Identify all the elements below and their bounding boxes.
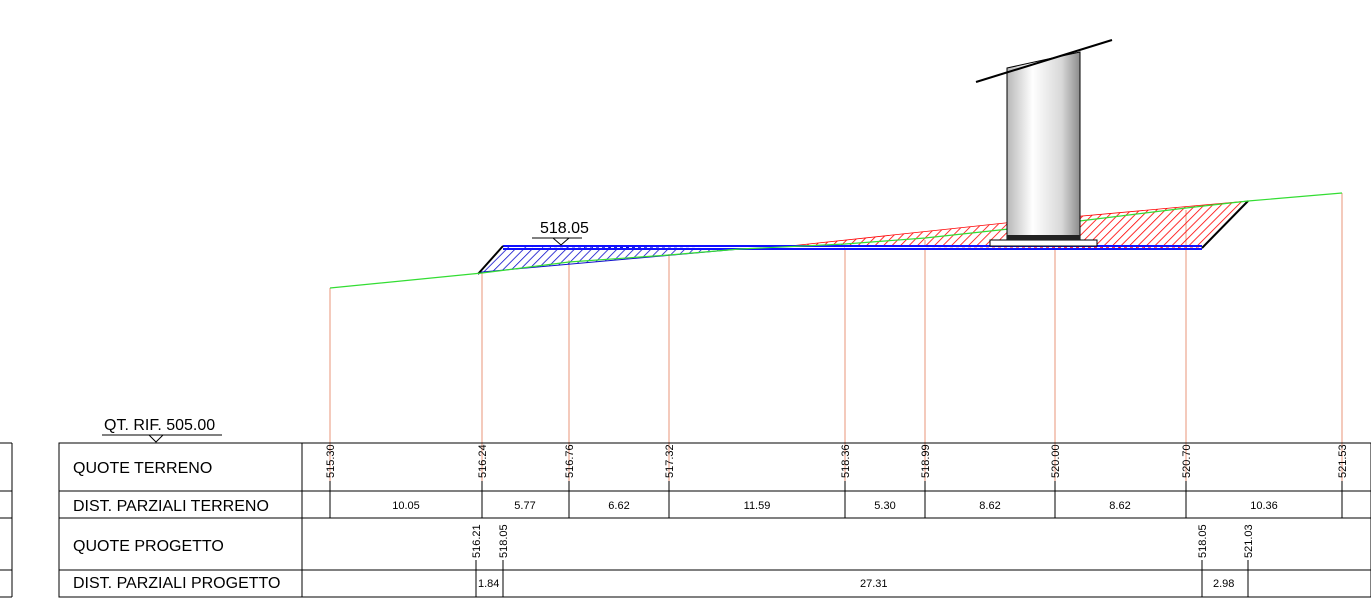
- terrain-distance-label: 5.77: [514, 500, 535, 512]
- terrain-elevation-label: 520.70: [1181, 444, 1193, 478]
- cut-area: [477, 245, 741, 275]
- reference-label: QT. RIF. 505.00: [104, 417, 215, 434]
- terrain-distance-label: 11.59: [744, 500, 771, 512]
- row-header-dist-progetto: DIST. PARZIALI PROGETTO: [73, 575, 280, 592]
- profile-table: [58, 442, 1371, 598]
- grade-elevation-label: 518.05: [540, 220, 589, 237]
- terrain-distance-label: 10.05: [392, 500, 420, 512]
- left-stub-table: [0, 442, 13, 598]
- terrain-elevation-label: 520.00: [1050, 444, 1062, 478]
- terrain-elevations: 515.30 516.24 516.76 517.32 518.36 518.9…: [325, 444, 1349, 478]
- row-header-quote-terreno: QUOTE TERRENO: [73, 460, 212, 477]
- terrain-distances: 10.05 5.77 6.62 11.59 5.30 8.62 8.62 10.…: [392, 500, 1278, 512]
- terrain-elevation-label: 516.24: [477, 444, 489, 478]
- row-header-dist-terreno: DIST. PARZIALI TERRENO: [73, 498, 269, 515]
- station-lines: [329, 193, 1343, 490]
- project-elevation-label: 516.21: [471, 524, 483, 558]
- terrain-distance-label: 10.36: [1250, 500, 1278, 512]
- project-distances: 1.84 27.31 2.98: [478, 578, 1234, 590]
- terrain-distance-label: 8.62: [979, 500, 1000, 512]
- grade-elevation-marker: 518.05: [532, 220, 589, 246]
- project-distance-label: 27.31: [860, 578, 888, 590]
- project-distance-label: 1.84: [478, 578, 499, 590]
- project-elevation-label: 518.05: [1197, 524, 1209, 558]
- terrain-elevation-label: 516.76: [564, 444, 576, 478]
- project-elevations: 516.21 518.05 518.05 521.03: [471, 524, 1255, 558]
- terrain-profile: [329, 192, 1343, 289]
- project-elevation-label: 518.05: [498, 524, 510, 558]
- project-elevation-label: 521.03: [1243, 524, 1255, 558]
- row-header-quote-progetto: QUOTE PROGETTO: [73, 538, 224, 555]
- terrain-elevation-label: 521.53: [1337, 444, 1349, 478]
- terrain-distance-label: 8.62: [1109, 500, 1130, 512]
- terrain-distance-label: 5.30: [874, 500, 895, 512]
- project-distance-label: 2.98: [1213, 578, 1234, 590]
- terrain-elevation-label: 518.99: [920, 444, 932, 478]
- terrain-elevation-label: 518.36: [840, 444, 852, 478]
- terrain-elevation-label: 515.30: [325, 444, 337, 478]
- reference-datum: QT. RIF. 505.00: [102, 417, 222, 443]
- terrain-distance-label: 6.62: [608, 500, 629, 512]
- pier-structure: [975, 39, 1113, 247]
- terrain-elevation-label: 517.32: [664, 444, 676, 478]
